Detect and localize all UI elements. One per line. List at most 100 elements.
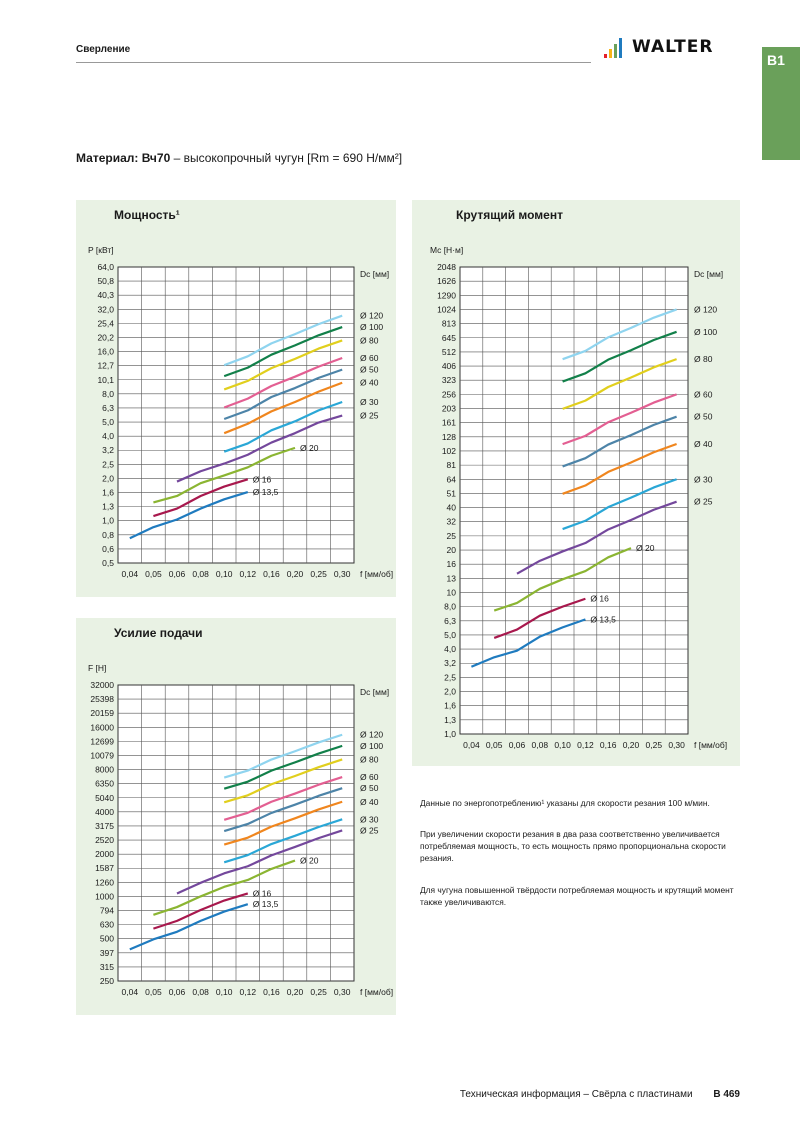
y-tick-label: 1,0	[444, 729, 456, 739]
series-line	[470, 618, 586, 668]
x-tick-label: 0,05	[486, 740, 503, 750]
x-tick-label: 0,20	[287, 987, 304, 997]
x-tick-label: 0,16	[263, 569, 280, 579]
y-tick-label: 2,5	[102, 459, 114, 469]
y-tick-label: 128	[442, 432, 456, 442]
y-tick-label: 645	[442, 333, 456, 343]
series-line	[129, 490, 249, 540]
page-footer: Техническая информация – Свёрла с пласти…	[0, 1089, 740, 1100]
series-line	[562, 308, 677, 361]
y-tick-label: 256	[442, 389, 456, 399]
note-hardness: Для чугуна повышенной твёрдости потребля…	[420, 885, 734, 907]
series-line	[562, 393, 677, 446]
y-tick-label: 512	[442, 347, 456, 357]
x-tick-label: 0,06	[169, 987, 186, 997]
y-tick-label: 397	[100, 948, 114, 958]
walter-logo: WALTER	[604, 34, 744, 62]
x-tick-label: 0,20	[623, 740, 640, 750]
series-label: Ø 20	[300, 443, 319, 453]
x-tick-label: 0,25	[310, 987, 327, 997]
y-axis-label: P [кВт]	[88, 245, 114, 255]
series-line	[223, 744, 343, 790]
y-tick-label: 12,7	[97, 361, 114, 371]
y-tick-label: 20,2	[97, 332, 114, 342]
y-tick-label: 5040	[95, 793, 114, 803]
series-label: Ø 100	[694, 327, 717, 337]
series-label: Ø 13,5	[590, 614, 616, 624]
series-label: Ø 30	[694, 474, 713, 484]
x-tick-label: 0,12	[240, 569, 257, 579]
series-line	[562, 478, 677, 531]
y-tick-label: 1,6	[444, 701, 456, 711]
series-label: Ø 40	[360, 378, 379, 388]
y-tick-label: 3,2	[444, 658, 456, 668]
chart-panel-feed-force: Усилие подачи 250 315 397 500 630 794 1000 1260…	[76, 618, 396, 1015]
x-tick-label: 0,10	[216, 569, 233, 579]
y-tick-label: 1000	[95, 891, 114, 901]
legend-unit-label: Dc [мм]	[694, 269, 723, 279]
series-line	[223, 326, 343, 378]
y-tick-label: 3,2	[102, 445, 114, 455]
y-tick-label: 2,5	[444, 672, 456, 682]
x-tick-label: 0,08	[192, 569, 209, 579]
y-tick-label: 0,8	[102, 530, 114, 540]
x-axis-label: f [мм/об]	[360, 987, 393, 997]
y-tick-label: 1024	[437, 304, 456, 314]
series-line	[493, 597, 586, 639]
x-tick-label: 0,05	[145, 987, 162, 997]
y-tick-label: 5,0	[102, 417, 114, 427]
series-line	[223, 733, 343, 779]
logo-bar-yellow	[609, 49, 612, 58]
y-tick-label: 1,0	[102, 516, 114, 526]
series-line	[223, 818, 343, 864]
series-line	[176, 829, 343, 895]
x-tick-label: 0,25	[310, 569, 327, 579]
material-description: – высокопрочный чугун [Rm = 690 Н/мм²]	[173, 151, 403, 165]
y-tick-label: 6,3	[102, 403, 114, 413]
series-label: Ø 16	[253, 888, 272, 898]
series-line	[153, 892, 249, 930]
y-tick-label: 32,0	[97, 304, 114, 314]
series-label: Ø 100	[360, 741, 383, 751]
note-speed: Данные по энергопотреблению¹ указаны для…	[420, 798, 710, 808]
y-tick-label: 250	[100, 976, 114, 986]
series-line	[223, 758, 343, 804]
series-line	[223, 356, 343, 409]
chart-power-svg: 0,5 0,6 0,8 1,0 1,3 1,6 2,0 2,5 3,2 4,0 5,0 6,3 8,0 1…	[88, 245, 393, 579]
y-tick-label: 51	[447, 488, 457, 498]
chart-feed-svg: 250 315 397 500 630 794 1000 1260 1587 2000 2520 31…	[88, 663, 393, 997]
x-tick-label: 0,08	[192, 987, 209, 997]
y-tick-label: 50,8	[97, 276, 114, 286]
y-tick-label: 10,1	[97, 375, 114, 385]
x-tick-label: 0,12	[240, 987, 257, 997]
y-tick-label: 0,6	[102, 544, 114, 554]
y-tick-label: 203	[442, 404, 456, 414]
x-tick-label: 0,06	[169, 569, 186, 579]
y-tick-label: 1260	[95, 877, 114, 887]
series-label: Ø 13,5	[253, 899, 279, 909]
series-label: Ø 80	[360, 754, 379, 764]
chart-title: Усилие подачи	[114, 626, 203, 640]
y-tick-label: 8000	[95, 765, 114, 775]
y-tick-label: 64	[447, 474, 457, 484]
series-line	[153, 859, 296, 916]
series-label: Ø 16	[590, 594, 609, 604]
logo-bar-green	[614, 44, 617, 58]
y-tick-label: 3175	[95, 821, 114, 831]
series-line	[223, 368, 343, 421]
y-tick-label: 2,0	[444, 687, 456, 697]
section-tab-label: B1	[767, 52, 785, 68]
y-tick-label: 64,0	[97, 262, 114, 272]
x-tick-label: 0,05	[145, 569, 162, 579]
y-tick-label: 161	[442, 418, 456, 428]
y-tick-label: 20159	[90, 708, 114, 718]
y-tick-label: 0,5	[102, 558, 114, 568]
material-heading: Материал: Вч70 – высокопрочный чугун [Rm…	[76, 151, 402, 165]
page-number: B 469	[713, 1089, 740, 1100]
series-label: Ø 20	[636, 543, 655, 553]
y-tick-label: 25,4	[97, 318, 114, 328]
y-tick-label: 13	[447, 573, 457, 583]
chart-title: Мощность¹	[114, 208, 180, 222]
legend-unit-label: Dc [мм]	[360, 687, 389, 697]
x-tick-label: 0,04	[122, 569, 139, 579]
